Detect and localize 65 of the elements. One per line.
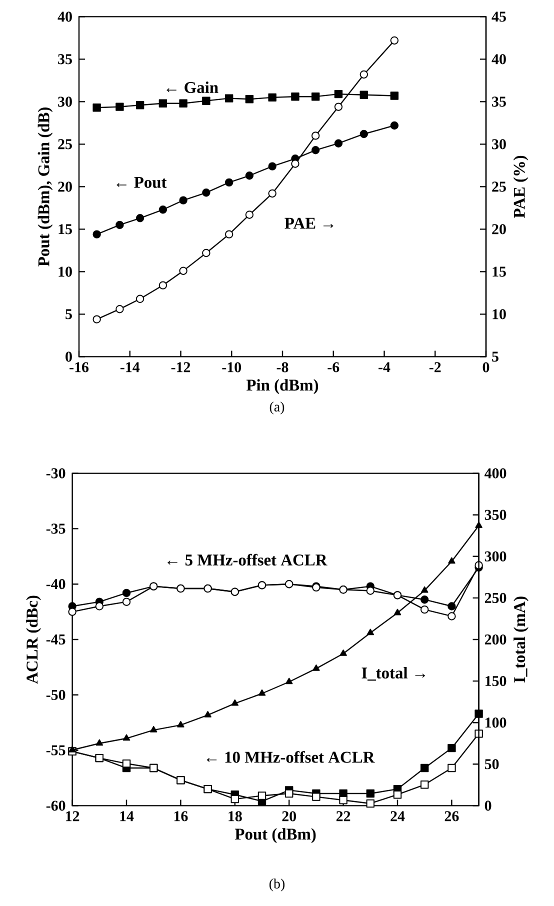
- x-tick-label: -6: [328, 362, 340, 372]
- y-tick-label: 40: [58, 12, 72, 22]
- y2-tick-label: 200: [484, 634, 506, 645]
- y2-tick-label: 25: [492, 182, 506, 192]
- x-tick-label: 12: [66, 811, 80, 822]
- x-tick-label: -16: [70, 362, 89, 372]
- y-tick-label: -60: [46, 800, 66, 811]
- y2-tick-label: 5: [492, 352, 498, 362]
- y-tick-label: 35: [58, 54, 72, 64]
- y-tick-label: -55: [46, 745, 66, 756]
- annotation: I_total →: [362, 666, 425, 681]
- y2-tick-label: 35: [492, 96, 506, 107]
- y2-tick-label: 30: [492, 139, 506, 150]
- x-tick-label: 22: [336, 811, 350, 822]
- x-tick-label: 0: [482, 362, 490, 372]
- y-tick-label: -45: [46, 634, 66, 644]
- y-tick-label: -30: [46, 468, 66, 478]
- annotation: ← 10 MHz-offset ACLR: [206, 751, 375, 763]
- x-tick-label: 16: [174, 811, 188, 822]
- y-tick-label: 5: [66, 309, 72, 320]
- x-tick-label: 14: [120, 811, 134, 822]
- y-tick-label: -40: [46, 579, 66, 590]
- y-tick-label: 10: [58, 266, 72, 277]
- y-tick-label: 25: [58, 139, 72, 150]
- text: (b): [269, 878, 285, 892]
- y-axis-title: Pout (dBm), Gain (dB): [38, 108, 53, 266]
- x-tick-label: 24: [390, 811, 405, 822]
- x-tick-label: -12: [171, 362, 190, 372]
- annotation: PAE →: [284, 218, 334, 229]
- y2-tick-label: 50: [484, 759, 499, 770]
- annotation: ← Pout: [116, 176, 167, 188]
- x-tick-label: -8: [276, 362, 288, 372]
- y2-tick-label: 150: [486, 676, 506, 686]
- x-axis-title: Pout (dBm): [234, 828, 316, 844]
- y2-tick-label: 45: [492, 12, 506, 22]
- y2-tick-label: 350: [484, 510, 506, 520]
- y2-tick-label: 100: [486, 718, 506, 728]
- y-tick-label: 30: [58, 96, 72, 107]
- x-tick-label: -14: [120, 362, 140, 372]
- y2-axis-title: PAE (%): [513, 156, 528, 218]
- x-tick-label: 18: [228, 811, 242, 822]
- y2-tick-label: 250: [484, 592, 506, 603]
- y2-tick-label: 0: [484, 800, 492, 811]
- y2-tick-label: 10: [492, 309, 506, 320]
- x-tick-label: -4: [378, 362, 390, 372]
- y-tick-label: 0: [66, 352, 72, 362]
- x-tick-label: 20: [282, 811, 296, 822]
- x-axis-title: Pin (dBm): [246, 379, 318, 394]
- x-tick-label: 26: [444, 811, 459, 822]
- y2-axis-title: I_total (mA): [514, 596, 528, 683]
- y2-tick-label: 40: [492, 54, 506, 64]
- y2-tick-label: 20: [492, 224, 506, 234]
- y2-tick-label: 300: [484, 551, 506, 562]
- x-tick-label: -10: [222, 362, 242, 372]
- y-tick-label: 20: [58, 182, 72, 192]
- y-tick-label: -50: [46, 690, 66, 700]
- annotation: ← Gain: [166, 81, 218, 94]
- annotation: ← 5 MHz-offset ACLR: [168, 554, 328, 566]
- y-tick-label: 15: [58, 224, 72, 234]
- y2-tick-label: 15: [492, 266, 506, 277]
- y2-tick-label: 400: [484, 468, 506, 478]
- x-tick-label: -2: [429, 362, 441, 372]
- y-axis-title: ACLR (dBc): [26, 596, 42, 684]
- text: (a): [270, 402, 284, 414]
- y-tick-label: -35: [46, 524, 66, 534]
